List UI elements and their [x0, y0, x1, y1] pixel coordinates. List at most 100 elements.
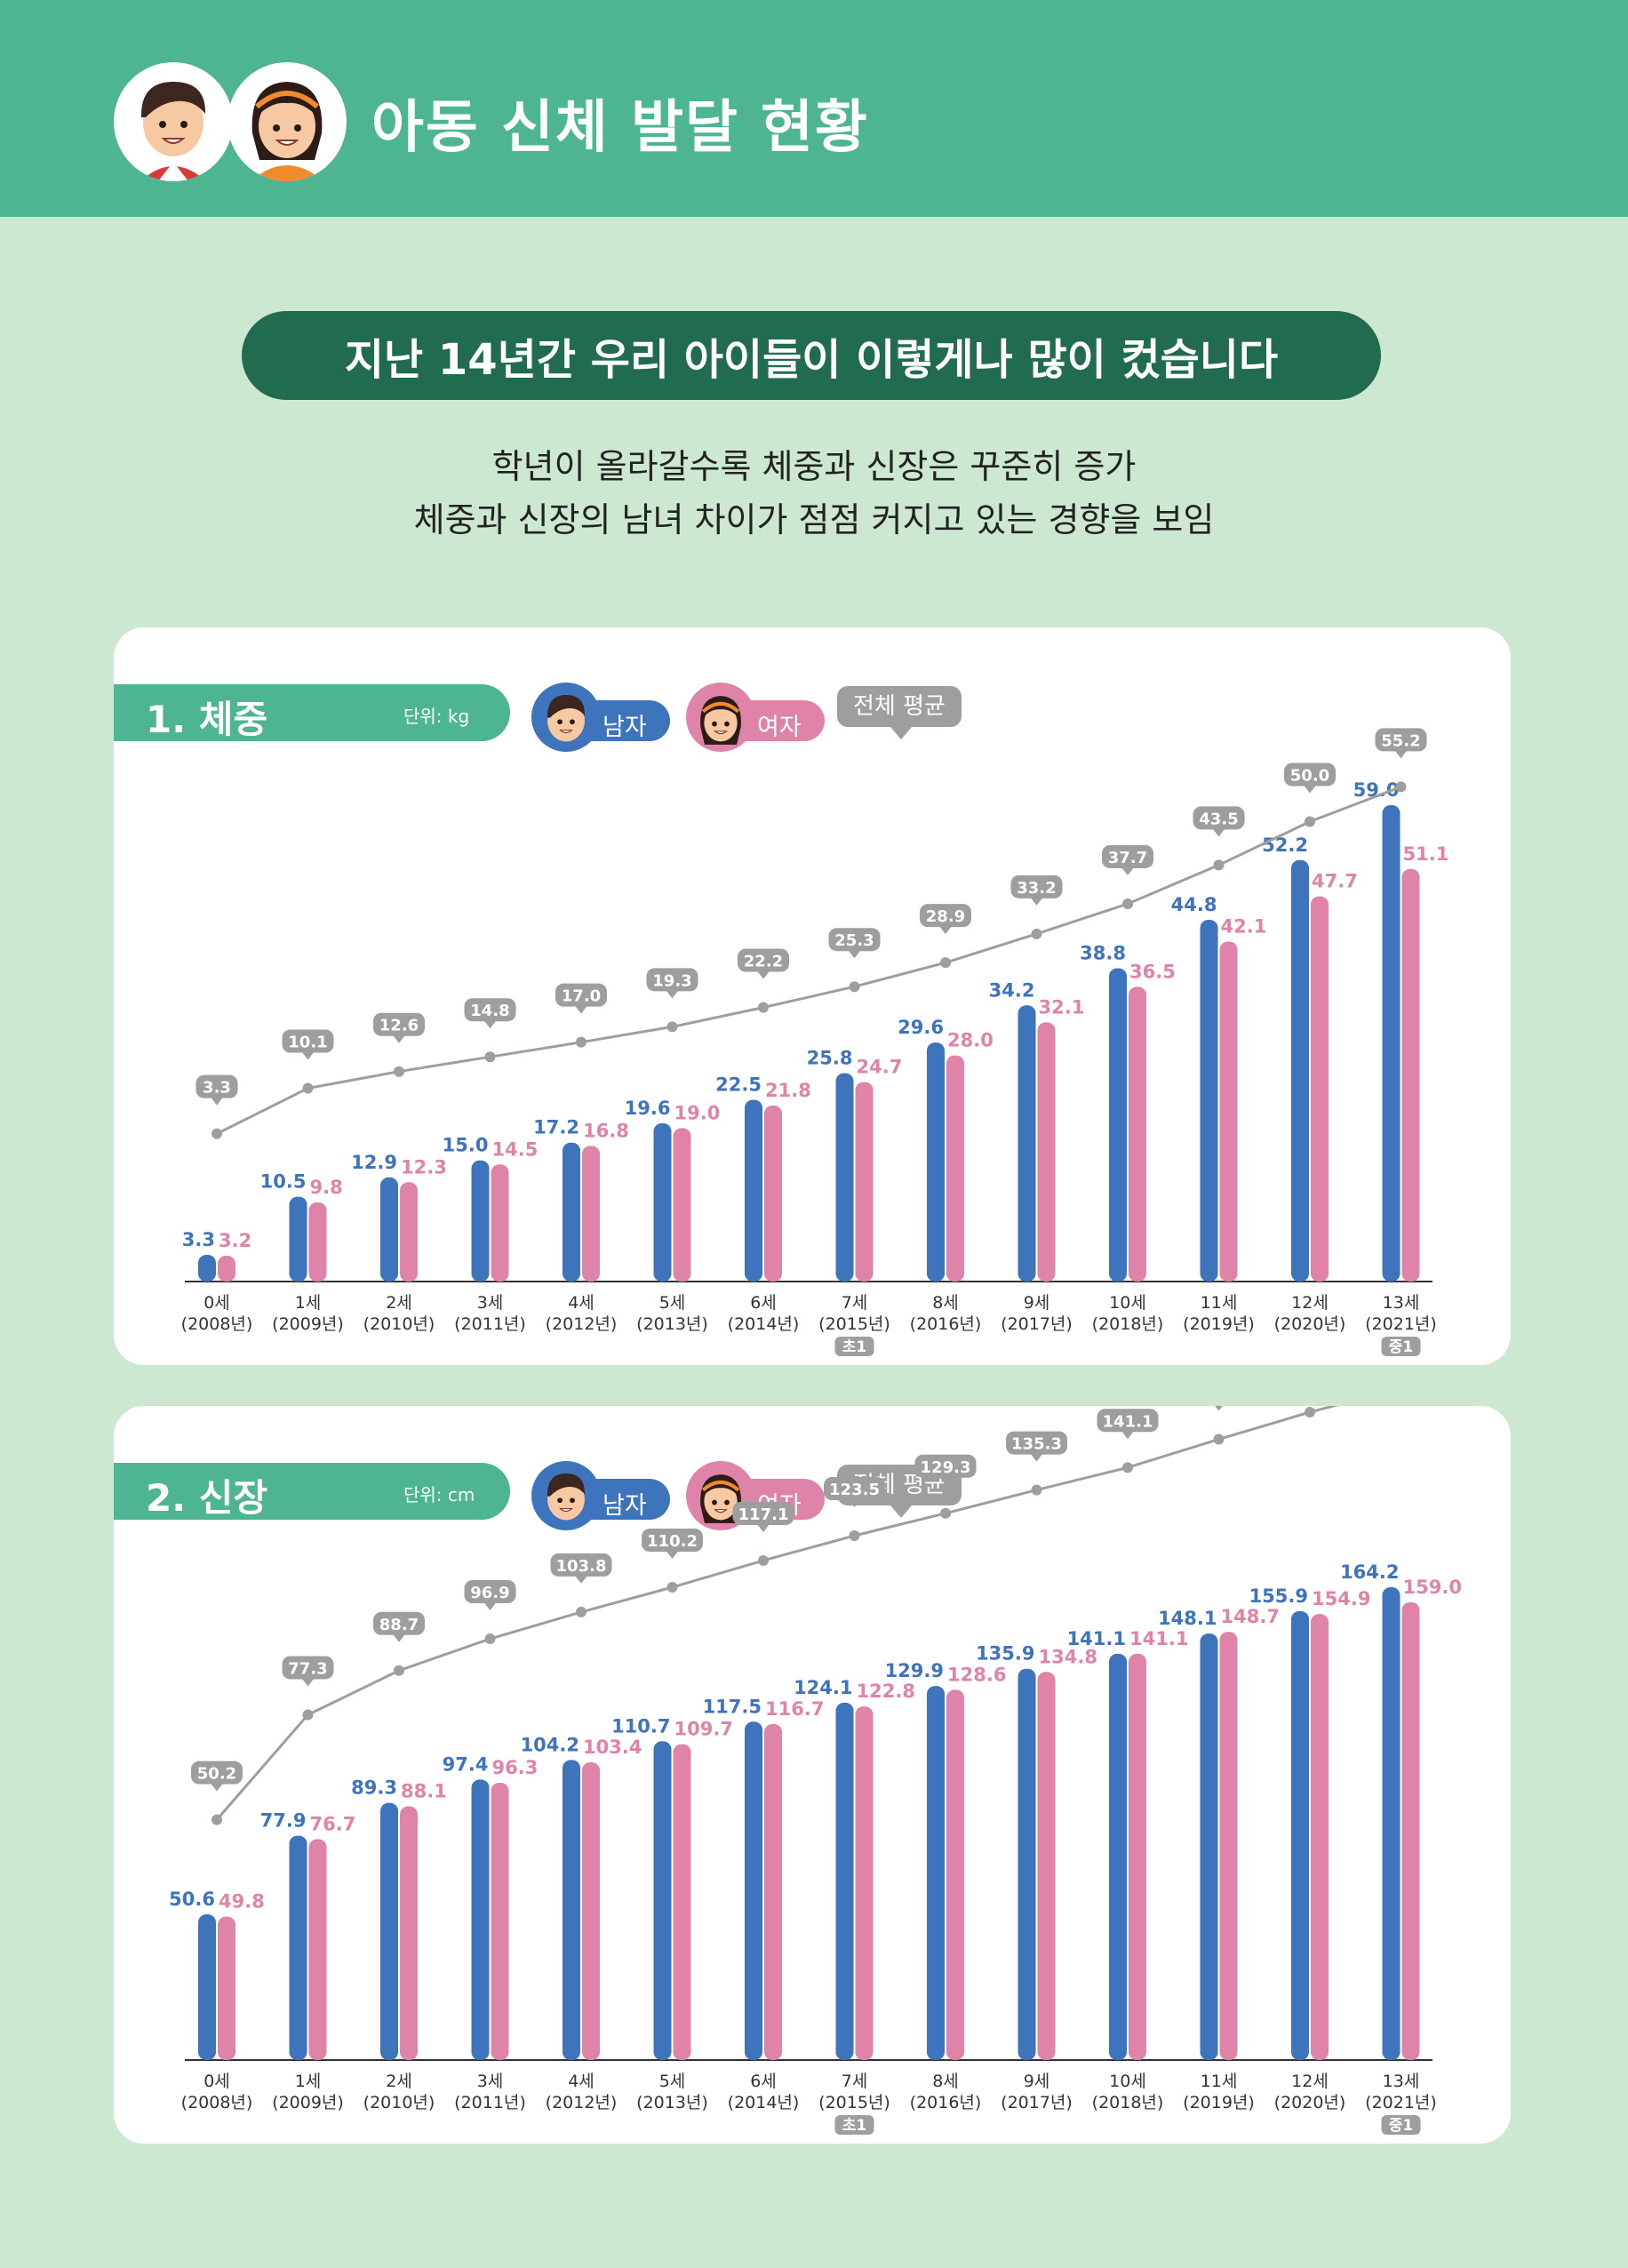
average-value-label: 14.8: [470, 1002, 509, 1020]
male-bar: [835, 1073, 854, 1282]
x-tick-label: 4세: [568, 2072, 595, 2091]
female-value-label: 116.7: [765, 1698, 824, 1720]
x-year-label: (2014년): [728, 1314, 800, 1334]
average-label-pointer: [939, 1476, 952, 1485]
x-tick-label: 6세: [750, 2072, 777, 2091]
male-bar: [1109, 1653, 1127, 2060]
x-year-label: (2008년): [181, 2093, 253, 2112]
legend-female: 여자: [686, 1461, 825, 1530]
x-tick-label: 13세: [1383, 2072, 1420, 2091]
female-bar: [1401, 1601, 1420, 2060]
average-label-bubble: [920, 904, 971, 928]
summary-line-2: 체중과 신장의 남녀 차이가 점점 커지고 있는 경향을 보임: [413, 500, 1215, 539]
x-tick-label: 3세: [477, 2072, 504, 2091]
female-value-label: 128.6: [947, 1664, 1006, 1685]
grade-marker-badge: [1381, 2115, 1421, 2135]
female-value-label: 88.1: [401, 1781, 447, 1802]
x-tick-label: 11세: [1201, 1293, 1238, 1313]
x-tick-label: 5세: [659, 1293, 686, 1313]
average-point: [849, 1530, 860, 1542]
average-label-pointer: [301, 1051, 315, 1060]
female-bar: [491, 1782, 509, 2060]
x-year-label: (2012년): [546, 2093, 618, 2112]
average-point: [1305, 1406, 1315, 1418]
boy-face-icon: [531, 1461, 601, 1530]
male-bar: [927, 1686, 945, 2060]
male-bar: [563, 1142, 580, 1282]
x-year-label: (2019년): [1183, 1314, 1255, 1334]
female-bar: [673, 1128, 691, 1282]
average-value-label: 22.2: [744, 953, 783, 971]
x-tick-label: 13세: [1383, 1293, 1420, 1313]
female-bar: [491, 1164, 509, 1282]
female-bar: [1037, 1672, 1056, 2060]
average-value-label: 10.1: [288, 1034, 327, 1052]
weight-chart-card: 1. 체중 단위: kg 남자 여자 전체 평균 3.3 3.2 0세 (2008년)…: [114, 627, 1511, 1365]
x-year-label: (2015년): [818, 2093, 890, 2112]
average-label-pointer: [1030, 1453, 1043, 1462]
female-value-label: 28.0: [947, 1030, 994, 1051]
average-value-label: 43.5: [1199, 810, 1238, 828]
female-value-label: 19.0: [674, 1102, 721, 1123]
average-point: [1122, 898, 1133, 909]
female-value-label: 103.4: [583, 1737, 642, 1758]
male-value-label: 89.3: [351, 1777, 397, 1799]
average-value-label: 55.2: [1381, 731, 1420, 750]
average-label-bubble: [732, 1501, 794, 1525]
average-label-bubble: [1006, 1431, 1067, 1455]
female-bar: [1129, 1653, 1146, 2060]
average-point: [940, 1507, 951, 1519]
average-label-pointer: [211, 1783, 223, 1792]
male-bar: [1291, 1610, 1309, 2060]
average-value-label: 88.7: [379, 1616, 419, 1634]
male-value-label: 117.5: [703, 1696, 762, 1717]
male-value-label: 19.6: [625, 1098, 671, 1119]
female-value-label: 96.3: [492, 1757, 539, 1778]
x-tick-label: 9세: [1024, 2072, 1050, 2091]
average-label-bubble: [1010, 874, 1063, 898]
x-year-label: (2019년): [1183, 2093, 1255, 2112]
boy-face-icon: [114, 62, 233, 181]
female-bar: [1401, 868, 1420, 1282]
female-value-label: 16.8: [583, 1120, 629, 1141]
headline-pill: 지난 14년간 우리 아이들이 이렇게나 많이 컸습니다: [242, 311, 1381, 400]
x-tick-label: 3세: [477, 1293, 504, 1313]
average-label-pointer: [1121, 866, 1134, 875]
female-bar: [218, 1916, 235, 2060]
female-bar: [1311, 1614, 1329, 2060]
female-value-label: 32.1: [1039, 996, 1085, 1018]
male-value-label: 15.0: [443, 1135, 489, 1156]
male-value-label: 110.7: [611, 1715, 670, 1737]
female-value-label: 24.7: [857, 1057, 903, 1078]
average-label-bubble: [196, 1074, 238, 1098]
average-value-label: 110.2: [647, 1532, 698, 1551]
legend-male-label: 남자: [603, 1492, 647, 1520]
male-value-label: 148.1: [1158, 1608, 1217, 1629]
average-label-bubble: [555, 983, 607, 1007]
male-bar: [1200, 1633, 1218, 2060]
average-label-bubble: [282, 1656, 334, 1680]
average-point: [1213, 1433, 1225, 1445]
average-label-bubble: [191, 1761, 243, 1785]
x-tick-label: 5세: [659, 2072, 686, 2091]
male-value-label: 38.8: [1080, 943, 1126, 964]
x-tick-label: 12세: [1291, 1293, 1329, 1313]
average-label-pointer: [757, 970, 770, 979]
female-value-label: 12.3: [401, 1156, 447, 1178]
average-value-label: 77.3: [288, 1659, 327, 1678]
male-bar: [380, 1802, 398, 2060]
male-bar: [471, 1160, 490, 1282]
average-value-label: 96.9: [470, 1584, 509, 1602]
female-value-label: 159.0: [1403, 1577, 1462, 1598]
x-tick-label: 2세: [386, 1293, 412, 1313]
male-value-label: 124.1: [794, 1677, 852, 1698]
female-bar: [1311, 896, 1329, 1282]
average-value-label: 3.3: [203, 1079, 231, 1098]
x-tick-label: 1세: [295, 2072, 322, 2091]
male-value-label: 129.9: [885, 1660, 944, 1681]
x-year-label: (2016년): [910, 1314, 982, 1334]
average-label-pointer: [1030, 897, 1043, 906]
female-value-label: 9.8: [310, 1177, 343, 1198]
female-value-label: 49.8: [219, 1891, 265, 1913]
x-tick-label: 7세: [842, 2072, 868, 2091]
